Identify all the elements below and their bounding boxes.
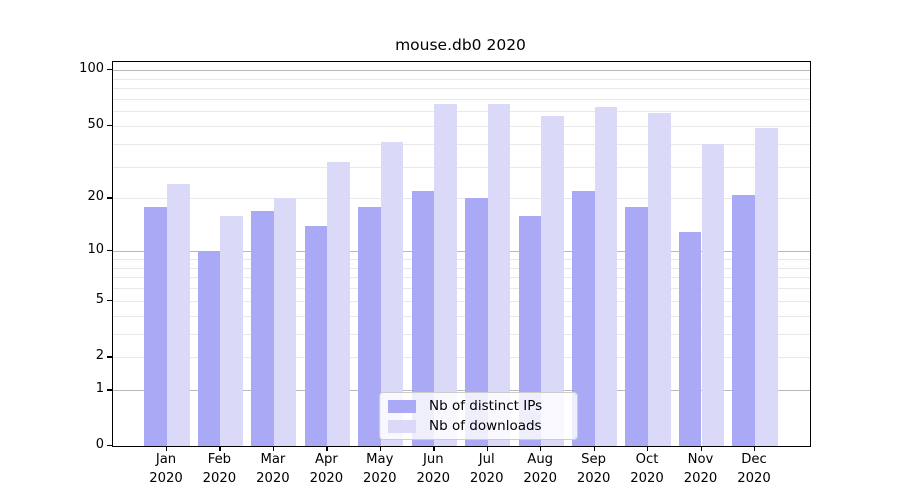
y-tick-mark-20: [107, 197, 112, 199]
x-tick-label-jun: Jun 2020: [416, 452, 451, 486]
bar-downloads-apr: [327, 161, 350, 446]
x-tick-mark-apr: [326, 446, 328, 452]
legend-label-distinct-ips: Nb of distinct IPs: [429, 398, 543, 414]
legend-item-downloads: Nb of downloads: [388, 418, 569, 434]
bar-distinct-ips-aug: [518, 215, 542, 446]
gridline-5: [113, 300, 810, 302]
x-tick-mark-feb: [219, 446, 221, 452]
x-tick-mark-nov: [700, 446, 702, 452]
bar-downloads-feb: [220, 215, 243, 446]
gridline-30: [113, 166, 810, 168]
x-tick-mark-jan: [166, 446, 168, 452]
bar-distinct-ips-oct: [625, 206, 648, 446]
y-tick-mark-0: [107, 445, 112, 447]
gridline-40: [113, 143, 810, 145]
chart-title: mouse.db0 2020: [395, 36, 526, 54]
y-tick-mark-50: [107, 125, 112, 127]
bar-downloads-sep: [594, 107, 618, 446]
y-tick-label-2: 2: [95, 348, 104, 364]
gridlines: [113, 62, 810, 446]
x-tick-mark-jun: [433, 446, 435, 452]
x-tick-label-jan: Jan 2020: [149, 452, 183, 486]
bar-downloads-dec: [755, 127, 778, 446]
x-tick-mark-may: [379, 446, 382, 452]
gridline-6: [113, 288, 810, 290]
y-tick-label-20: 20: [87, 189, 104, 205]
bar-downloads-mar: [273, 198, 297, 446]
bar-distinct-ips-dec: [732, 194, 755, 446]
y-tick-mark-10: [107, 250, 112, 252]
bars: [113, 62, 810, 446]
x-tick-mark-dec: [754, 446, 756, 452]
legend-item-distinct-ips: Nb of distinct IPs: [388, 398, 569, 414]
x-tick-mark-oct: [647, 446, 649, 452]
legend-swatch-distinct-ips-icon: [388, 399, 416, 413]
bar-downloads-jan: [167, 184, 190, 446]
gridline-50: [113, 126, 810, 127]
bar-distinct-ips-nov: [678, 231, 702, 446]
y-tick-label-10: 10: [87, 242, 104, 258]
x-tick-mark-jul: [486, 446, 488, 452]
bar-distinct-ips-feb: [197, 251, 221, 446]
bar-downloads-jun: [434, 103, 457, 446]
legend: Nb of distinct IPs Nb of downloads: [379, 392, 578, 440]
y-tick-label-0: 0: [95, 437, 104, 452]
gridline-2: [113, 357, 810, 359]
y-tick-mark-2: [107, 356, 112, 358]
x-tick-label-may: May 2020: [363, 452, 397, 486]
gridline-1: [113, 390, 810, 392]
x-tick-label-nov: Nov 2020: [683, 452, 718, 486]
x-tick-label-sep: Sep 2020: [576, 452, 611, 486]
bar-distinct-ips-sep: [572, 191, 595, 446]
y-tick-mark-1: [107, 389, 112, 391]
gridline-7: [113, 277, 810, 279]
y-tick-label-50: 50: [87, 117, 104, 132]
bar-distinct-ips-jan: [144, 206, 167, 446]
legend-swatch-downloads-icon: [388, 419, 416, 433]
x-tick-label-oct: Oct 2020: [630, 452, 664, 486]
bar-downloads-oct: [648, 112, 671, 446]
x-tick-mark-sep: [593, 446, 595, 452]
gridline-20: [113, 198, 810, 200]
x-tick-label-aug: Aug 2020: [523, 452, 557, 486]
gridline-9: [113, 259, 810, 260]
y-tick-mark-5: [107, 299, 112, 301]
gridline-70: [113, 99, 810, 100]
x-tick-label-jul: Jul 2020: [469, 452, 504, 486]
gridline-90: [113, 78, 810, 80]
bar-downloads-may: [380, 141, 404, 446]
bar-downloads-aug: [541, 115, 564, 446]
x-tick-label-dec: Dec 2020: [737, 452, 771, 486]
gridline-60: [113, 111, 810, 113]
x-tick-mark-aug: [540, 446, 542, 452]
bar-downloads-jul: [487, 103, 511, 446]
gridline-4: [113, 315, 810, 317]
y-tick-mark-100: [107, 69, 112, 71]
gridline-80: [113, 88, 810, 90]
gridline-10: [113, 251, 810, 253]
x-tick-label-feb: Feb 2020: [202, 452, 237, 486]
x-tick-label-apr: Apr 2020: [309, 452, 344, 486]
bar-distinct-ips-jul: [465, 198, 488, 446]
gridline-3: [113, 333, 810, 335]
legend-label-downloads: Nb of downloads: [429, 418, 542, 434]
y-tick-label-5: 5: [95, 291, 104, 307]
gridline-100: [113, 70, 810, 72]
y-tick-label-100: 100: [79, 61, 104, 77]
x-tick-mark-mar: [272, 446, 275, 452]
bar-distinct-ips-jun: [411, 191, 435, 446]
bar-downloads-nov: [701, 143, 725, 446]
x-tick-label-mar: Mar 2020: [256, 452, 290, 486]
bar-distinct-ips-may: [358, 206, 381, 446]
bar-distinct-ips-mar: [251, 211, 274, 446]
gridline-8: [113, 267, 810, 269]
plot-area: Nb of distinct IPs Nb of downloads: [112, 61, 811, 447]
y-tick-label-1: 1: [95, 381, 104, 397]
bar-distinct-ips-apr: [304, 225, 328, 446]
